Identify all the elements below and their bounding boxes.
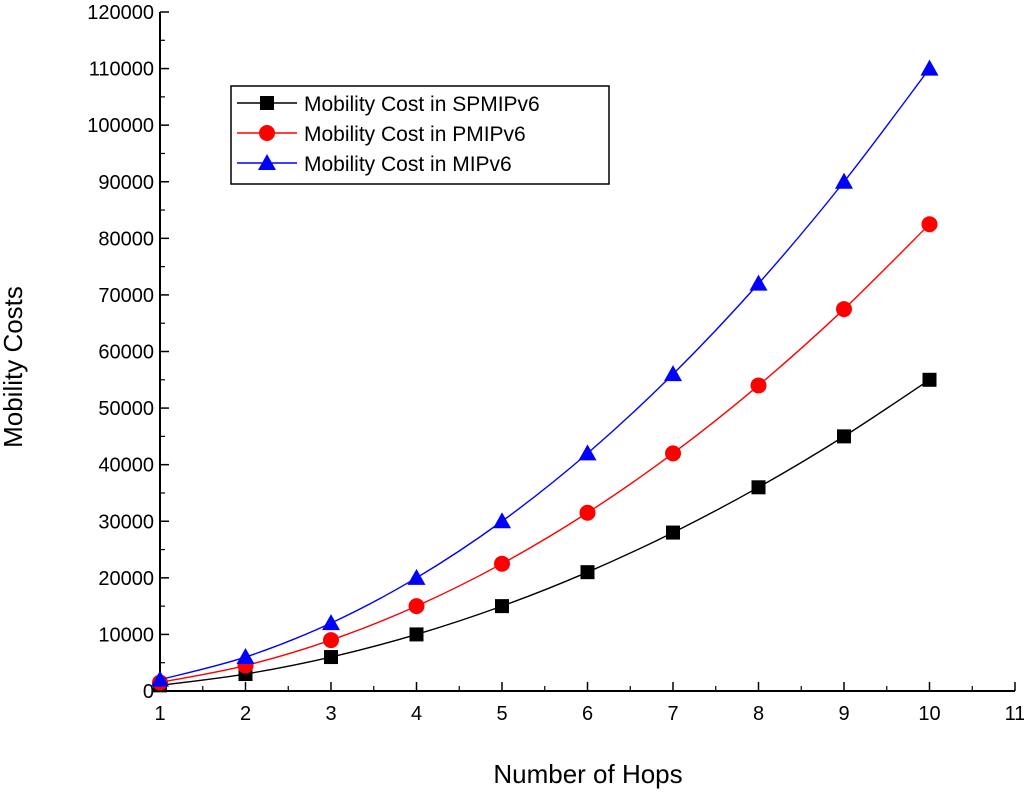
x-axis-title: Number of Hops <box>493 759 682 789</box>
y-tick-label: 0 <box>143 681 154 703</box>
data-point <box>578 444 597 461</box>
x-tick-label: 7 <box>667 703 678 725</box>
data-point <box>580 565 595 580</box>
data-point <box>324 650 338 665</box>
y-tick-label: 70000 <box>98 285 154 307</box>
series-2 <box>151 59 939 687</box>
data-point <box>751 480 766 495</box>
data-point <box>836 301 852 318</box>
series-line <box>159 68 931 681</box>
x-axis: 1 2 3 4 5 6 7 8 9 10 11 <box>154 682 1024 725</box>
data-point <box>236 648 255 665</box>
y-axis-title: Mobility Costs <box>0 286 28 448</box>
legend: Mobility Cost in SPMIPv6 Mobility Cost in… <box>230 85 610 185</box>
legend-marker <box>259 125 275 141</box>
y-tick-label: 90000 <box>98 172 154 194</box>
data-point <box>665 445 681 462</box>
x-tick-label: 8 <box>753 703 764 725</box>
y-axis: 0 10000 20000 30000 40000 50000 60000 70000 8000… <box>87 2 169 703</box>
legend-label: Mobility Cost in PMIPv6 <box>304 123 526 146</box>
series-line <box>159 223 930 684</box>
y-tick-label: 110000 <box>89 59 154 81</box>
data-point <box>323 632 339 649</box>
x-tick-label: 6 <box>582 703 593 725</box>
y-tick-label: 100000 <box>87 115 154 137</box>
y-tick-label: 120000 <box>87 2 154 24</box>
data-point <box>664 365 682 382</box>
data-point <box>151 670 169 687</box>
x-tick-label: 5 <box>496 703 507 725</box>
y-tick-label: 40000 <box>98 455 154 477</box>
y-tick-label: 30000 <box>98 511 154 533</box>
data-point <box>922 372 937 387</box>
data-point <box>494 555 510 572</box>
y-tick-label: 10000 <box>98 624 154 646</box>
x-tick-label: 9 <box>838 703 849 725</box>
data-point <box>749 274 768 291</box>
x-tick-label: 11 <box>1005 703 1024 725</box>
y-tick-label: 20000 <box>98 568 154 590</box>
y-tick-label: 80000 <box>98 228 154 250</box>
y-tick-label: 60000 <box>98 342 154 364</box>
series-0 <box>153 372 937 693</box>
legend-marker <box>258 154 276 170</box>
legend-marker <box>260 96 274 110</box>
series-line <box>159 379 930 687</box>
series-layer <box>151 59 939 693</box>
data-point <box>579 504 596 521</box>
data-point <box>322 614 340 631</box>
data-point <box>495 599 509 614</box>
data-point <box>493 512 511 529</box>
legend-label: Mobility Cost in SPMIPv6 <box>304 93 540 116</box>
data-point <box>408 598 425 615</box>
data-point <box>921 216 938 233</box>
data-point <box>409 627 424 642</box>
x-tick-label: 3 <box>325 703 336 725</box>
x-tick-label: 10 <box>918 703 940 725</box>
data-point <box>666 525 680 540</box>
data-point <box>835 172 853 189</box>
data-point <box>407 568 426 585</box>
legend-label: Mobility Cost in MIPv6 <box>304 153 512 176</box>
x-tick-label: 1 <box>154 703 165 725</box>
x-tick-label: 2 <box>240 703 251 725</box>
data-point <box>837 429 851 444</box>
data-point <box>920 59 939 76</box>
x-tick-label: 4 <box>411 703 422 725</box>
series-1 <box>152 216 938 691</box>
y-tick-label: 50000 <box>98 398 154 420</box>
data-point <box>750 377 767 394</box>
